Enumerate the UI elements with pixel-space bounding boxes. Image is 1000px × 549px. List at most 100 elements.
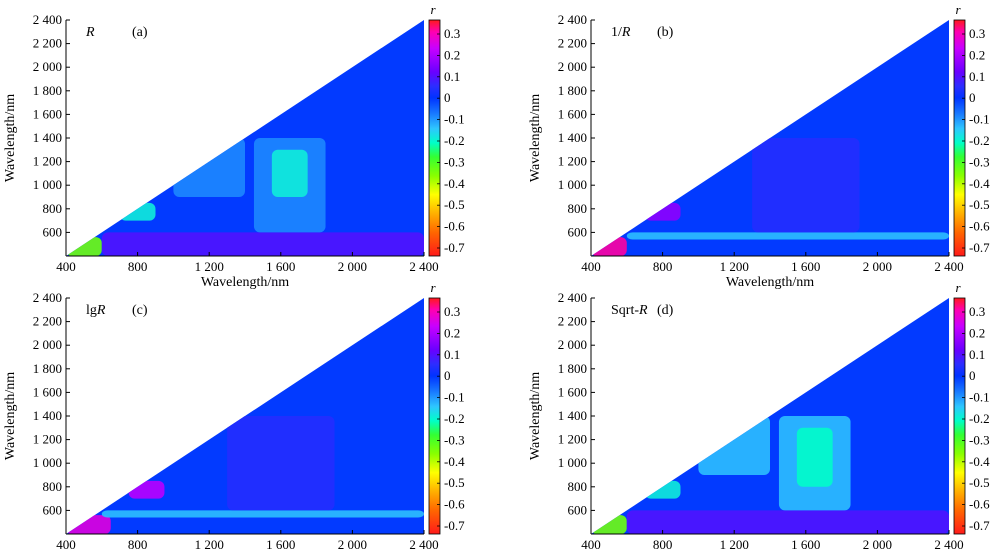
heatmap-region: [66, 237, 102, 256]
y-tick-label: 1 400: [558, 130, 587, 145]
y-tick-label: 800: [43, 201, 63, 216]
colorbar-tick-label: -0.1: [444, 112, 465, 127]
colorbar-tick-label: -0.1: [969, 390, 990, 405]
x-tick-label: 2 400: [934, 259, 963, 274]
heatmap-region: [101, 510, 424, 518]
heatmap-background: [66, 20, 424, 256]
colorbar-tick-label: 0.1: [969, 69, 985, 84]
colorbar-tick-label: 0.3: [969, 26, 985, 41]
colorbar-title: r: [430, 2, 436, 17]
y-tick-label: 1 400: [33, 408, 62, 423]
heatmap-area: [66, 20, 424, 256]
transform-name: lgR: [86, 303, 106, 318]
transform-name: R: [85, 25, 95, 40]
y-tick-label: 1 600: [33, 384, 62, 399]
colorbar-tick-label: 0: [969, 90, 976, 105]
heatmap-region: [119, 202, 156, 221]
colorbar-tick-label: -0.2: [969, 411, 990, 426]
x-tick-label: 400: [581, 259, 601, 274]
heatmap-region: [66, 515, 111, 534]
x-tick-label: 800: [653, 259, 673, 274]
x-tick-label: 1 200: [195, 537, 224, 549]
colorbar-tick-label: 0.2: [969, 325, 985, 340]
colorbar-tick-label: 0.1: [444, 347, 460, 362]
x-axis-label: Wavelength/nm: [201, 275, 289, 290]
heatmap-area: [591, 20, 949, 256]
colorbar-tick-label: 0: [444, 90, 451, 105]
colorbar: [428, 19, 441, 257]
x-tick-label: 1 600: [266, 259, 295, 274]
colorbar: [428, 297, 441, 535]
x-tick-label: 800: [128, 259, 148, 274]
panel-letter: (a): [132, 25, 148, 40]
y-tick-label: 800: [43, 479, 63, 494]
heatmap-area: [66, 298, 424, 534]
y-tick-label: 2 200: [558, 36, 587, 51]
y-tick-label: 1 600: [558, 384, 587, 399]
heatmap-region: [644, 480, 681, 499]
colorbar-tick-label: 0.2: [444, 47, 460, 62]
x-tick-label: 2 400: [934, 537, 963, 549]
x-tick-label: 2 400: [409, 537, 438, 549]
colorbar-tick-label: -0.3: [444, 154, 465, 169]
y-tick-label: 1 600: [33, 106, 62, 121]
heatmap-region: [796, 427, 833, 487]
x-tick-label: 400: [56, 537, 76, 549]
y-tick-label: 1 800: [33, 83, 62, 98]
y-tick-label: 1 200: [558, 432, 587, 447]
y-tick-label: 2 000: [558, 59, 587, 74]
panel-a: 400 800 1 200 1 600 2 000 2 400 600 800 1 000 1 2…: [3, 2, 465, 290]
y-tick-label: 2 200: [33, 36, 62, 51]
y-tick-label: 1 800: [558, 83, 587, 98]
y-tick-label: 1 000: [558, 455, 587, 470]
panel-letter: (c): [132, 303, 148, 318]
colorbar-tick-label: -0.2: [969, 133, 990, 148]
y-tick-label: 2 200: [558, 314, 587, 329]
colorbar-tick-label: -0.1: [969, 112, 990, 127]
colorbar-tick-label: -0.6: [969, 219, 990, 234]
heatmap-region: [101, 232, 424, 256]
x-tick-label: 2 000: [863, 259, 892, 274]
colorbar-tick-label: 0.1: [969, 347, 985, 362]
colorbar-tick-label: -0.4: [969, 454, 990, 469]
y-tick-label: 2 400: [33, 12, 62, 27]
y-tick-label: 600: [43, 502, 63, 517]
x-tick-label: 2 400: [409, 259, 438, 274]
y-tick-label: 800: [568, 479, 588, 494]
colorbar-tick-label: 0.3: [969, 304, 985, 319]
colorbar-tick-label: -0.7: [969, 518, 990, 533]
x-tick-label: 400: [56, 259, 76, 274]
y-axis-label: Wavelength/nm: [528, 94, 543, 182]
colorbar-tick-label: -0.4: [444, 454, 465, 469]
y-tick-label: 2 400: [558, 290, 587, 305]
y-tick-label: 2 000: [558, 337, 587, 352]
colorbar-title: r: [955, 280, 961, 295]
colorbar-tick-label: 0.2: [969, 47, 985, 62]
colorbar-tick-label: -0.4: [444, 176, 465, 191]
colorbar-tick-label: -0.5: [969, 475, 990, 490]
x-tick-label: 1 200: [720, 259, 749, 274]
colorbar-tick-label: 0.3: [444, 304, 460, 319]
y-tick-label: 1 000: [33, 177, 62, 192]
colorbar-tick-label: 0.2: [444, 325, 460, 340]
y-tick-label: 1 800: [33, 361, 62, 376]
y-tick-label: 1 200: [558, 154, 587, 169]
x-tick-label: 2 000: [338, 259, 367, 274]
colorbar-tick-label: -0.5: [444, 197, 465, 212]
heatmap-region: [591, 237, 627, 256]
y-tick-label: 2 400: [558, 12, 587, 27]
colorbar-tick-label: -0.4: [969, 176, 990, 191]
x-tick-label: 800: [128, 537, 148, 549]
colorbar-tick-label: -0.5: [444, 475, 465, 490]
colorbar-tick-label: -0.7: [969, 240, 990, 255]
panel-letter: (d): [657, 303, 674, 318]
heatmap-region: [173, 138, 245, 197]
y-axis-label: Wavelength/nm: [528, 372, 543, 460]
heatmap-region: [752, 138, 860, 233]
y-tick-label: 1 000: [558, 177, 587, 192]
colorbar-tick-label: 0: [969, 368, 976, 383]
x-axis-label: Wavelength/nm: [726, 275, 814, 290]
y-tick-label: 1 200: [33, 432, 62, 447]
heatmap-region: [626, 232, 949, 240]
y-tick-label: 2 000: [33, 59, 62, 74]
